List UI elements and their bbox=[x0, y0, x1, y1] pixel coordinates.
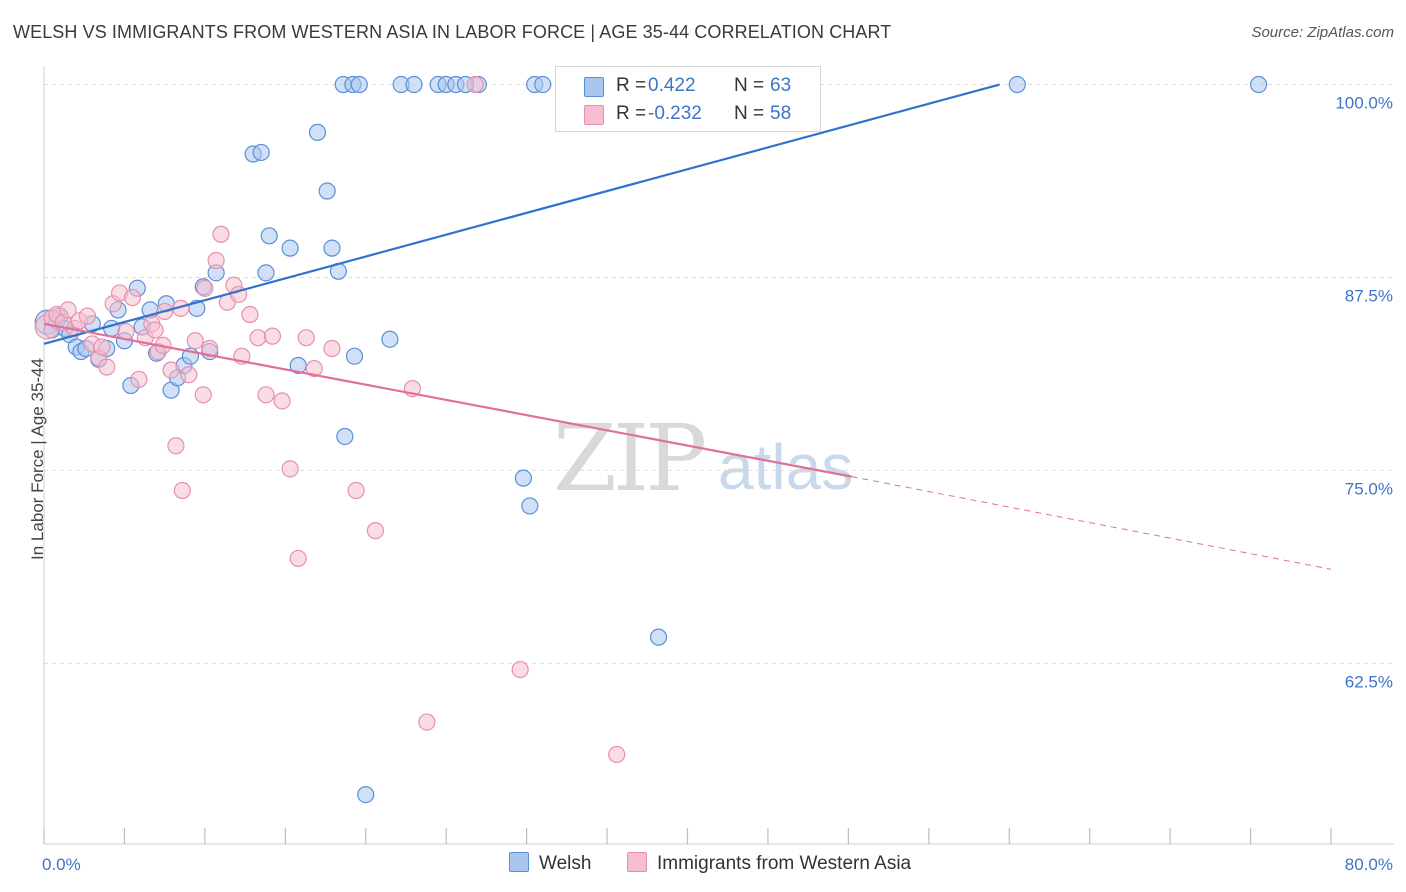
legend-swatch-immigrants bbox=[584, 105, 604, 125]
immigrants-point bbox=[130, 370, 148, 388]
axis-layer bbox=[43, 66, 1394, 845]
y-tick-label: 75.0% bbox=[1345, 479, 1393, 498]
x-tick-label: 80.0% bbox=[1345, 855, 1393, 874]
immigrants-point bbox=[263, 327, 282, 345]
immigrants-point bbox=[212, 225, 230, 243]
immigrants-trend-line bbox=[43, 322, 852, 478]
welsh-point bbox=[323, 239, 341, 257]
welsh-point bbox=[289, 356, 307, 375]
legend-n-value: 63 bbox=[770, 75, 792, 96]
legend-row-welsh: R = 0.422 N = 63 bbox=[556, 72, 820, 102]
legend-r-value: -0.232 bbox=[648, 103, 702, 124]
legend-n-value: 58 bbox=[770, 103, 792, 124]
immigrants-point bbox=[511, 660, 529, 679]
chart-title: WELSH VS IMMIGRANTS FROM WESTERN ASIA IN… bbox=[13, 22, 892, 42]
welsh-trend-line bbox=[43, 83, 1000, 345]
welsh-point bbox=[1008, 75, 1026, 94]
welsh-point bbox=[381, 330, 399, 348]
welsh-point bbox=[260, 227, 278, 245]
welsh-point bbox=[252, 143, 270, 162]
immigrants-point bbox=[123, 288, 142, 307]
immigrants-point bbox=[173, 481, 191, 500]
welsh-point bbox=[281, 239, 299, 257]
immigrants-point bbox=[347, 481, 365, 500]
immigrants-point bbox=[146, 321, 164, 339]
immigrants-point bbox=[289, 549, 307, 568]
welsh-point bbox=[257, 264, 275, 282]
immigrants-point bbox=[93, 338, 111, 356]
welsh-point bbox=[318, 182, 336, 200]
immigrants-point bbox=[162, 361, 180, 379]
immigrants-point bbox=[194, 386, 212, 404]
welsh-point bbox=[336, 427, 354, 446]
welsh-point bbox=[102, 319, 121, 338]
immigrants-point bbox=[466, 75, 484, 94]
welsh-point bbox=[308, 123, 327, 141]
welsh-point bbox=[521, 497, 539, 515]
immigrants-points-layer bbox=[34, 75, 719, 764]
immigrants-point bbox=[207, 251, 225, 270]
immigrants-point bbox=[273, 392, 291, 410]
y-axis-label: In Labor Force | Age 35-44 bbox=[28, 358, 47, 560]
immigrants-point bbox=[297, 329, 315, 347]
immigrants-point bbox=[196, 279, 214, 297]
tick-labels-layer: 62.5% 75.0% 87.5% 100.0% 0.0% 80.0% bbox=[42, 94, 1393, 874]
immigrants-point bbox=[305, 359, 323, 378]
welsh-point bbox=[345, 347, 364, 365]
welsh-point bbox=[405, 75, 423, 94]
immigrants-point bbox=[186, 332, 204, 350]
immigrants-point bbox=[281, 460, 299, 478]
immigrants-point bbox=[117, 322, 135, 341]
source-credit: Source: ZipAtlas.com bbox=[1251, 24, 1394, 41]
welsh-points-layer bbox=[34, 75, 1268, 804]
welsh-point bbox=[357, 786, 375, 804]
legend-n-label: N = bbox=[734, 103, 765, 124]
welsh-point bbox=[649, 628, 668, 646]
welsh-point bbox=[1250, 75, 1268, 94]
grid-layer bbox=[44, 84, 1394, 664]
legend-r-label: R = bbox=[616, 103, 647, 124]
legend-row-immigrants: R = -0.232 N = 58 bbox=[556, 100, 820, 130]
immigrants-point bbox=[608, 745, 626, 764]
watermark-atlas: atlas bbox=[718, 431, 854, 503]
immigrants-point bbox=[59, 301, 77, 319]
legend-n-label: N = bbox=[734, 75, 765, 96]
correlation-legend: R = 0.422 N = 63 R = -0.232 N = 58 bbox=[555, 66, 821, 132]
bottom-legend-label-welsh: Welsh bbox=[539, 853, 592, 874]
trend-lines-layer bbox=[43, 83, 1332, 570]
bottom-legend-label-immigrants: Immigrants from Western Asia bbox=[657, 853, 912, 874]
immigrants-point bbox=[241, 305, 259, 324]
immigrants-point bbox=[180, 366, 198, 384]
immigrants-point bbox=[98, 358, 116, 376]
legend-r-value: 0.422 bbox=[648, 75, 696, 96]
welsh-point bbox=[350, 75, 368, 94]
y-tick-label: 62.5% bbox=[1345, 672, 1393, 691]
legend-r-label: R = bbox=[616, 75, 647, 96]
watermark-zip: ZIP bbox=[553, 405, 707, 512]
immigrants-point bbox=[257, 386, 275, 404]
welsh-point bbox=[534, 75, 552, 94]
bottom-legend-swatch-welsh bbox=[509, 852, 529, 872]
legend-swatch-welsh bbox=[584, 77, 604, 97]
x-tick-label: 0.0% bbox=[42, 855, 81, 874]
welsh-point bbox=[514, 469, 533, 487]
immigrants-point bbox=[323, 339, 341, 358]
immigrants-point bbox=[201, 339, 219, 358]
immigrants-point bbox=[167, 437, 185, 455]
bottom-legend-immigrants: Immigrants from Western Asia bbox=[627, 852, 911, 875]
immigrants-point bbox=[78, 307, 97, 325]
immigrants-trend-extension bbox=[851, 476, 1332, 570]
y-tick-label: 87.5% bbox=[1345, 286, 1393, 305]
y-tick-label: 100.0% bbox=[1335, 94, 1393, 113]
bottom-legend-swatch-immigrants bbox=[627, 852, 647, 872]
immigrants-point bbox=[366, 522, 385, 540]
immigrants-point bbox=[249, 329, 267, 347]
bottom-legend-welsh: Welsh bbox=[509, 852, 591, 875]
immigrants-point bbox=[418, 713, 436, 731]
